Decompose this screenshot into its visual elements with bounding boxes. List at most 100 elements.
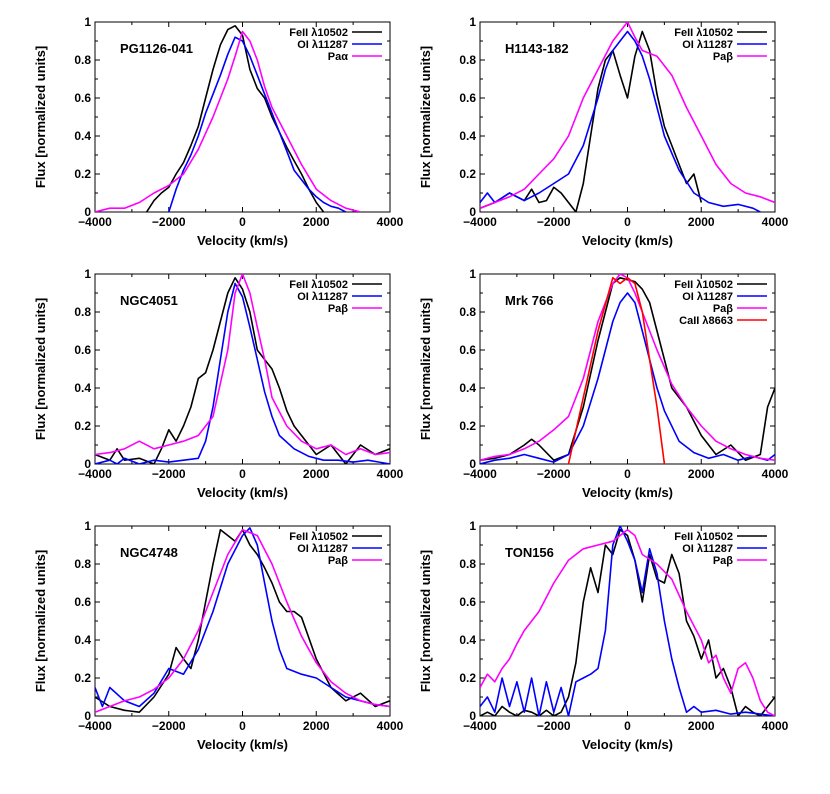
x-axis-title: Velocity (km/s) <box>197 737 288 752</box>
legend-label: OI λ11287 <box>297 39 348 51</box>
legend-label: FeII λ10502 <box>674 279 733 291</box>
x-tick-label: 2000 <box>303 215 330 229</box>
series-line-2 <box>95 282 390 464</box>
legend-label: Paβ <box>328 303 348 315</box>
x-tick-label: −2000 <box>152 215 186 229</box>
x-tick-label: 4000 <box>762 719 789 733</box>
y-tick-label: 0 <box>469 457 476 471</box>
y-tick-label: 0.8 <box>74 53 91 67</box>
series-line-2 <box>480 526 775 716</box>
series-line-3 <box>95 528 390 713</box>
y-tick-label: 0.6 <box>74 343 91 357</box>
legend-label: OI λ11287 <box>682 291 733 303</box>
legend-label: Paβ <box>713 303 733 315</box>
panel-5: −4000 −2000 0 2000 4000 0 0.2 0.4 0.6 0.8 1 Velocit… <box>33 519 404 752</box>
y-axis-title: Flux [normalized units] <box>418 550 433 692</box>
y-tick-label: 0 <box>84 709 91 723</box>
legend-label: OI λ11287 <box>682 39 733 51</box>
x-tick-label: 0 <box>624 215 631 229</box>
y-tick-label: 0.4 <box>459 381 476 395</box>
y-tick-label: 0.4 <box>459 129 476 143</box>
legend-label: Paβ <box>713 555 733 567</box>
y-tick-label: 1 <box>469 519 476 533</box>
y-tick-label: 0.2 <box>459 167 476 181</box>
y-tick-label: 0.2 <box>459 671 476 685</box>
y-axis-title: Flux [normalized units] <box>33 550 48 692</box>
series-line-1 <box>480 276 775 462</box>
series-line-2 <box>480 30 761 212</box>
x-tick-label: 2000 <box>303 719 330 733</box>
legend-label: Paα <box>328 51 348 63</box>
panel-4: −4000 −2000 0 2000 4000 0 0.2 0.4 0.6 0.8 1 Velocit… <box>418 267 789 500</box>
y-axis-title: Flux [normalized units] <box>418 46 433 188</box>
x-tick-label: −2000 <box>537 215 571 229</box>
y-tick-label: 0.4 <box>459 633 476 647</box>
panel-1: −4000 −2000 0 2000 4000 0 0.2 0.4 0.6 0.8 1 Velocit… <box>33 15 404 248</box>
legend-label: FeII λ10502 <box>289 531 348 543</box>
series-line-4 <box>567 276 666 464</box>
series-line-1 <box>480 30 703 212</box>
y-tick-label: 0.8 <box>74 305 91 319</box>
y-tick-label: 1 <box>469 267 476 281</box>
panel-title: H1143-182 <box>505 41 569 56</box>
legend-label: Paβ <box>328 555 348 567</box>
y-tick-label: 0.6 <box>459 343 476 357</box>
x-tick-label: −2000 <box>537 719 571 733</box>
y-tick-label: 0.4 <box>74 381 91 395</box>
x-tick-label: 0 <box>624 467 631 481</box>
x-tick-label: 0 <box>239 467 246 481</box>
x-axis-title: Velocity (km/s) <box>582 233 673 248</box>
legend-label: CaII λ8663 <box>679 315 733 327</box>
series-line-3 <box>95 30 361 212</box>
y-tick-label: 0.4 <box>74 633 91 647</box>
y-tick-label: 0.8 <box>74 557 91 571</box>
x-tick-label: 0 <box>624 719 631 733</box>
panel-3: −4000 −2000 0 2000 4000 0 0.2 0.4 0.6 0.8 1 Velocit… <box>33 267 404 500</box>
y-tick-label: 0.8 <box>459 557 476 571</box>
y-tick-label: 0.2 <box>74 167 91 181</box>
x-tick-label: 2000 <box>688 719 715 733</box>
y-tick-label: 1 <box>469 15 476 29</box>
x-tick-label: 4000 <box>377 215 404 229</box>
y-tick-label: 0.2 <box>74 671 91 685</box>
y-tick-label: 1 <box>84 519 91 533</box>
y-tick-label: 0.6 <box>459 91 476 105</box>
y-axis-title: Flux [normalized units] <box>33 46 48 188</box>
x-tick-label: 4000 <box>762 467 789 481</box>
y-tick-label: 0 <box>469 205 476 219</box>
panel-2: −4000 −2000 0 2000 4000 0 0.2 0.4 0.6 0.8 1 Velocit… <box>418 15 789 248</box>
x-tick-label: −2000 <box>537 467 571 481</box>
legend-label: FeII λ10502 <box>289 279 348 291</box>
legend-label: FeII λ10502 <box>674 27 733 39</box>
y-tick-label: 0.2 <box>74 419 91 433</box>
series-line-1 <box>480 528 775 716</box>
x-tick-label: 2000 <box>688 215 715 229</box>
y-tick-label: 1 <box>84 267 91 281</box>
legend-label: OI λ11287 <box>297 543 348 555</box>
x-tick-label: −4000 <box>463 467 497 481</box>
y-tick-label: 0.4 <box>74 129 91 143</box>
x-tick-label: 0 <box>239 719 246 733</box>
legend-label: OI λ11287 <box>682 543 733 555</box>
y-tick-label: 0 <box>84 457 91 471</box>
panel-title: PG1126-041 <box>120 41 193 56</box>
series-line-3 <box>95 274 390 456</box>
x-axis-title: Velocity (km/s) <box>582 485 673 500</box>
x-tick-label: −4000 <box>463 215 497 229</box>
y-tick-label: 0.8 <box>459 305 476 319</box>
x-tick-label: 2000 <box>303 467 330 481</box>
panel-title: TON156 <box>505 545 554 560</box>
x-axis-title: Velocity (km/s) <box>582 737 673 752</box>
x-tick-label: −4000 <box>78 215 112 229</box>
legend-label: FeII λ10502 <box>289 27 348 39</box>
series-line-1 <box>95 276 390 464</box>
x-tick-label: 4000 <box>762 215 789 229</box>
series-line-3 <box>480 528 775 716</box>
